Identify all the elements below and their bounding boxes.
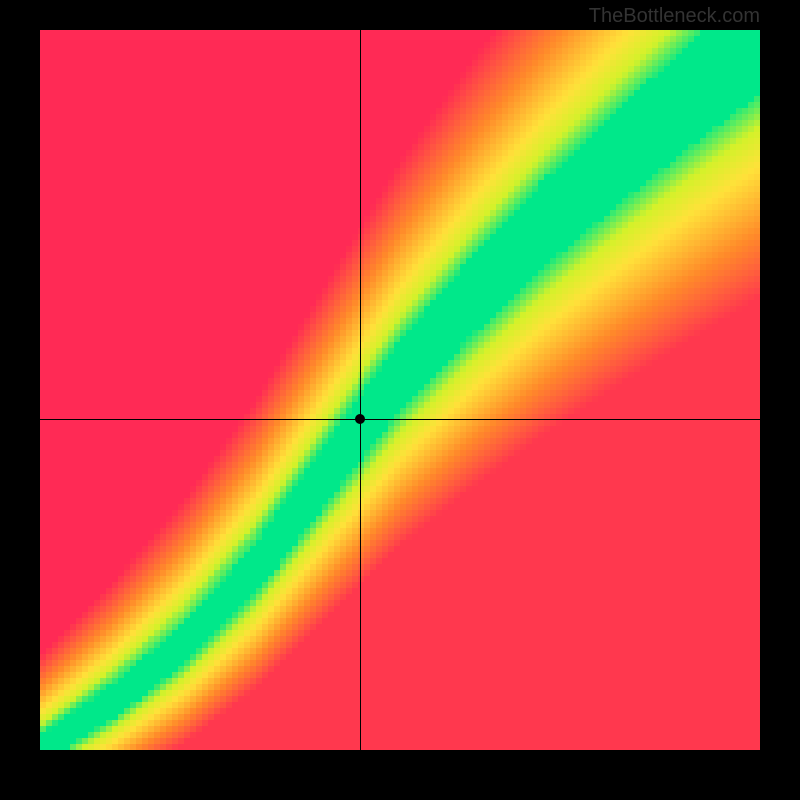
crosshair-vertical [360,30,361,750]
crosshair-horizontal [40,419,760,420]
watermark-text: TheBottleneck.com [589,5,760,28]
plot-area [40,30,760,750]
bottleneck-marker [355,414,365,424]
heatmap-canvas [40,30,760,750]
chart-container: TheBottleneck.com [0,0,800,800]
